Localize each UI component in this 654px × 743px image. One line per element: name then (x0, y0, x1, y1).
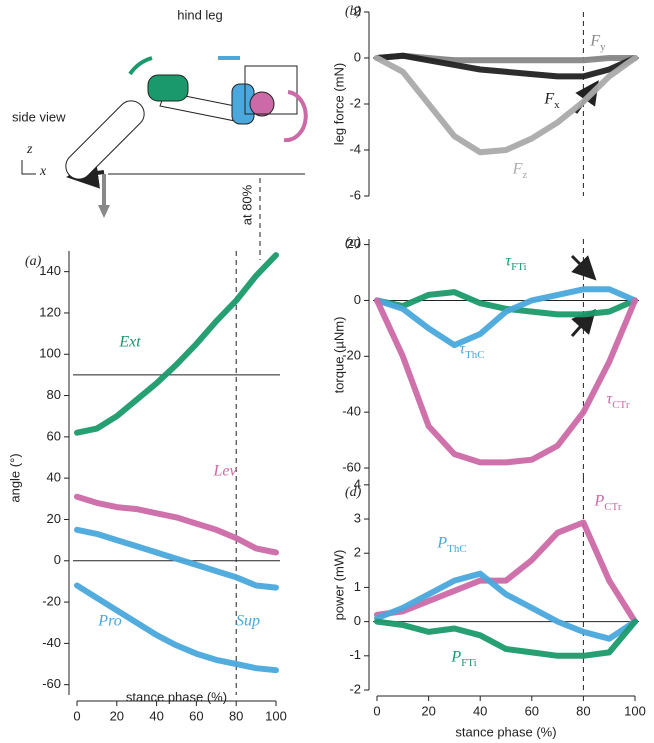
x-tick-label: 0 (373, 703, 380, 718)
series-line (74, 252, 279, 436)
panel-label: (b) (345, 4, 362, 19)
y-tick-label: -1 (349, 647, 361, 662)
x-tick-label: 100 (265, 708, 287, 723)
x-tick-label: 80 (229, 708, 243, 723)
series-line (374, 55, 638, 156)
y-tick-label: -40 (42, 635, 61, 650)
series-label: PCTr (593, 493, 621, 513)
marker-label: at 80% (239, 184, 254, 225)
series-label: Fz (512, 161, 528, 181)
series-line (74, 582, 279, 674)
y-tick-label: 0 (354, 613, 361, 628)
y-tick-label: 1 (354, 579, 361, 594)
y-axis-label: leg force (mN) (331, 63, 346, 145)
y-tick-label: 4 (354, 476, 361, 491)
y-tick-label: 2 (354, 3, 361, 18)
panel: (b) leg force (mN) -6 -4 -2 0 2 Fy Fx Fz (331, 3, 639, 202)
series-line (374, 519, 638, 625)
x-tick-label: 0 (73, 708, 80, 723)
panel: (c) torque (µNm) -60 -40 -20 0 20 τFTi τThC τCTr (331, 235, 639, 482)
y-tick-label: -6 (349, 187, 361, 202)
y-tick-label: 0 (54, 552, 61, 567)
series-label: Sup (236, 613, 260, 630)
series-label: PThC (436, 535, 466, 555)
y-tick-label: 0 (354, 49, 361, 64)
y-tick-label: 2 (354, 545, 361, 560)
y-tick-label: -20 (42, 594, 61, 609)
series-line (374, 286, 638, 349)
x-tick-label: 20 (110, 708, 124, 723)
axis-x: x (39, 164, 47, 179)
x-tick-label: 100 (624, 703, 646, 718)
panel-label: (d) (345, 485, 362, 500)
y-tick-label: 140 (39, 263, 61, 278)
y-tick-label: -4 (349, 141, 361, 156)
series-line (74, 493, 279, 556)
x-axis-label: stance phase (%) (126, 689, 227, 704)
panel-label: (c) (345, 235, 361, 250)
leg-diagram: hind leg side view z x at 80% (12, 7, 308, 260)
y-tick-label: -60 (342, 459, 361, 474)
y-tick-label: 80 (47, 387, 61, 402)
series-label: τFTi (505, 253, 526, 273)
y-axis-label: angle (°) (7, 453, 22, 502)
x-tick-label: 60 (189, 708, 203, 723)
y-tick-label: 100 (39, 346, 61, 361)
series-line (374, 297, 638, 466)
y-tick-label: 20 (47, 511, 61, 526)
series-label: Fy (589, 33, 606, 53)
y-axis-label: torque (µNm) (331, 317, 346, 394)
series-line (74, 526, 279, 591)
y-tick-label: 0 (354, 292, 361, 307)
x-tick-label: 80 (576, 703, 590, 718)
y-tick-label: -2 (349, 681, 361, 696)
series-line (374, 618, 638, 659)
y-tick-label: 20 (347, 236, 361, 251)
y-tick-label: 120 (39, 304, 61, 319)
series-label: Ext (118, 334, 141, 351)
x-tick-label: 20 (421, 703, 435, 718)
series-label: τCTr (606, 391, 629, 411)
x-tick-label: 40 (473, 703, 487, 718)
y-tick-label: -2 (349, 95, 361, 110)
series-line (374, 570, 638, 642)
x-axis-label: stance phase (%) (455, 724, 556, 739)
y-tick-label: -20 (342, 348, 361, 363)
y-tick-label: -60 (42, 676, 61, 691)
series-label: Lev (212, 463, 237, 480)
y-tick-label: 60 (47, 428, 61, 443)
series-label: Pro (97, 613, 121, 630)
x-tick-label: 40 (149, 708, 163, 723)
panel: (a) angle (°) -60 -40 -20 0 20 40 60 80 100 120 140 0… (7, 251, 287, 723)
y-tick-label: 40 (47, 470, 61, 485)
series-line (374, 52, 638, 80)
y-axis-label: power (mW) (331, 550, 346, 621)
axis-z: z (26, 142, 33, 157)
y-tick-label: -40 (342, 404, 361, 419)
series-label: PFTi (450, 649, 476, 669)
y-tick-label: 3 (354, 510, 361, 525)
x-tick-label: 60 (525, 703, 539, 718)
diagram-title: hind leg (177, 7, 223, 22)
series-label: Fx (543, 91, 560, 111)
series-label: τThC (459, 341, 484, 361)
panel-label: (a) (25, 254, 42, 269)
annotation-arrows (570, 80, 599, 337)
view-label: side view (12, 109, 66, 124)
